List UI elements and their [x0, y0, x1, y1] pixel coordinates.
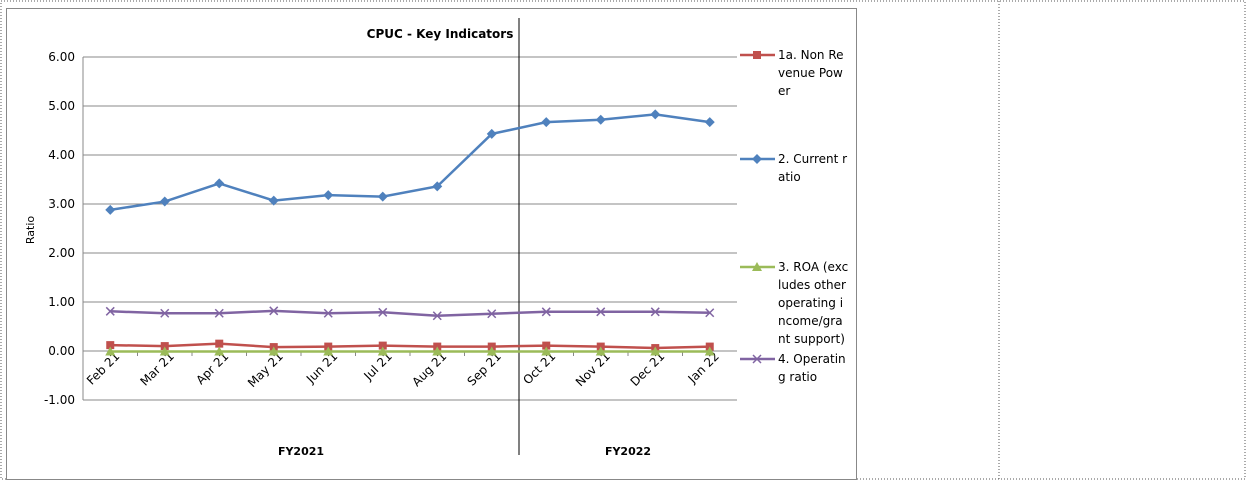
- marker: [160, 308, 170, 318]
- marker: [432, 181, 443, 192]
- y-tick-label: 3.00: [48, 197, 75, 211]
- marker: [214, 178, 225, 189]
- chart-frame: [6, 8, 857, 480]
- group-label: FY2021: [278, 445, 324, 458]
- marker: [541, 117, 552, 128]
- marker: [542, 341, 551, 350]
- marker: [214, 346, 225, 356]
- marker: [214, 308, 224, 318]
- marker: [486, 128, 497, 139]
- y-tick-label: 0.00: [48, 344, 75, 358]
- marker: [650, 346, 661, 356]
- marker: [704, 346, 715, 356]
- legend-label: 2. Current ratio: [778, 152, 848, 184]
- chart-title: CPUC - Key Indicators: [367, 27, 514, 41]
- y-tick-label: 2.00: [48, 246, 75, 260]
- group-label: FY2022: [605, 445, 651, 458]
- legend-label: 3. ROA (excludes other operating income/…: [778, 260, 849, 346]
- marker: [159, 196, 170, 207]
- marker: [160, 342, 169, 351]
- marker: [268, 346, 279, 356]
- legend-marker: [752, 354, 762, 364]
- y-tick-label: -1.00: [44, 393, 75, 407]
- marker: [268, 195, 279, 206]
- marker: [596, 307, 606, 317]
- marker: [377, 346, 388, 356]
- marker: [105, 346, 116, 356]
- series-line: [110, 342, 710, 350]
- marker: [541, 346, 552, 356]
- legend-label: 1a. Non Revenue Power: [778, 48, 844, 98]
- marker: [215, 339, 224, 348]
- marker: [269, 306, 279, 316]
- marker: [595, 346, 606, 356]
- y-tick-label: 5.00: [48, 99, 75, 113]
- y-tick-label: 1.00: [48, 295, 75, 309]
- marker: [704, 117, 715, 128]
- marker: [323, 308, 333, 318]
- y-axis-label: Ratio: [24, 216, 37, 245]
- marker: [595, 114, 606, 125]
- marker: [377, 191, 388, 202]
- series-line: [110, 113, 710, 212]
- y-tick-label: 6.00: [48, 50, 75, 64]
- legend-label: 4. Operating ratio: [778, 352, 846, 384]
- marker: [432, 311, 442, 321]
- legend-marker: [752, 262, 762, 271]
- marker: [106, 341, 115, 350]
- series-line: [110, 309, 710, 317]
- marker: [705, 308, 715, 318]
- legend-marker: [753, 51, 761, 59]
- marker: [323, 190, 334, 201]
- marker: [105, 204, 116, 215]
- marker: [378, 341, 387, 350]
- marker: [486, 346, 497, 356]
- marker: [105, 306, 115, 316]
- legend-marker: [752, 154, 762, 164]
- marker: [541, 307, 551, 317]
- marker: [487, 309, 497, 319]
- marker: [650, 307, 660, 317]
- marker: [159, 346, 170, 356]
- marker: [378, 307, 388, 317]
- marker: [650, 109, 661, 120]
- y-tick-label: 4.00: [48, 148, 75, 162]
- marker: [432, 346, 443, 356]
- marker: [323, 346, 334, 356]
